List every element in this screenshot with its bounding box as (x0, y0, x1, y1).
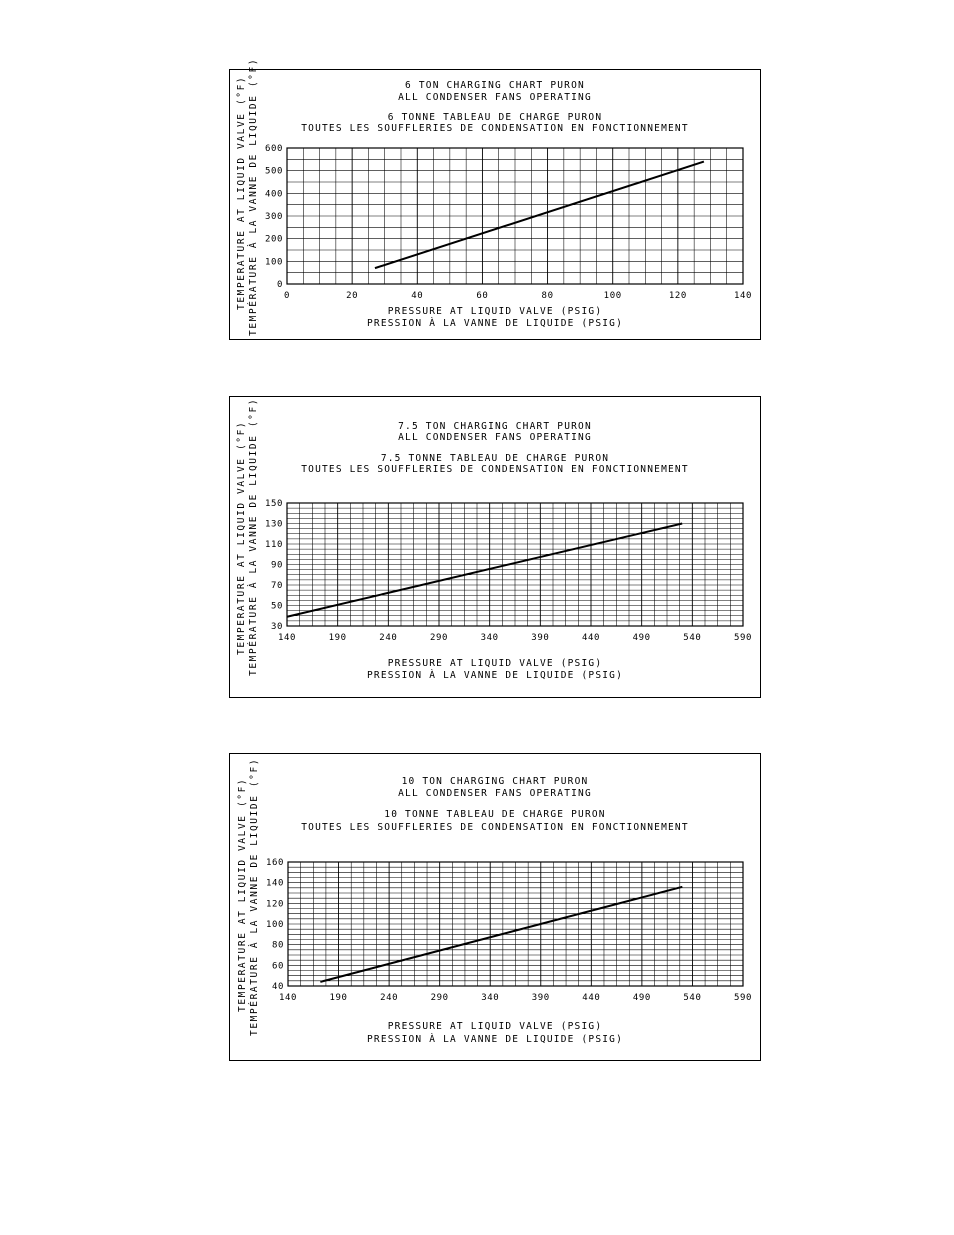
x-tick-label: 390 (531, 633, 549, 643)
x-tick-label: 540 (683, 993, 701, 1003)
chart-panel-3: 10 TON CHARGING CHART PURON ALL CONDENSE… (229, 753, 761, 1061)
y-tick-label: 150 (265, 499, 283, 509)
y-tick-label: 70 (271, 581, 283, 591)
chart-subtitle: ALL CONDENSER FANS OPERATING (398, 92, 592, 103)
chart-title-fr: 6 TONNE TABLEAU DE CHARGE PURON (387, 112, 603, 123)
y-tick-label: 300 (265, 212, 283, 222)
y-tick-label: 200 (265, 235, 283, 245)
x-tick-label: 140 (279, 993, 297, 1003)
x-tick-label: 590 (734, 993, 752, 1003)
grid (286, 502, 744, 627)
x-tick-label: 490 (633, 633, 651, 643)
x-tick-label: 120 (669, 291, 687, 301)
x-axis-label: PRESSURE AT LIQUID VALVE (PSIG) (387, 306, 603, 317)
x-axis-label-fr: PRESSION À LA VANNE DE LIQUIDE (PSIG) (366, 670, 624, 681)
y-tick-label: 140 (266, 879, 284, 889)
chart-plot: 0 100 200 300 400 500 600 0 20 40 60 80 100 120 140 (265, 144, 752, 301)
x-tick-label: 0 (284, 291, 290, 301)
x-tick-label: 20 (346, 291, 358, 301)
series-line (286, 522, 683, 618)
x-tick-label: 390 (532, 993, 550, 1003)
x-tick-label: 240 (379, 633, 397, 643)
y-tick-label: 110 (265, 540, 283, 550)
chart-subtitle: ALL CONDENSER FANS OPERATING (398, 788, 592, 799)
x-tick-label: 440 (582, 633, 600, 643)
chart-panel-1: 6 TON CHARGING CHART PURON ALL CONDENSER… (229, 58, 761, 340)
x-tick-label: 40 (411, 291, 423, 301)
y-tick-label: 130 (265, 520, 283, 530)
x-tick-label: 440 (582, 993, 600, 1003)
grid (286, 147, 744, 285)
y-tick-label: 60 (272, 961, 284, 971)
x-tick-label: 190 (329, 633, 347, 643)
chart-title-fr: 7.5 TONNE TABLEAU DE CHARGE PURON (380, 453, 610, 464)
y-tick-label: 30 (271, 622, 283, 632)
y-tick-label: 100 (265, 257, 283, 267)
y-tick-label: 80 (272, 941, 284, 951)
chart-subtitle-fr: TOUTES LES SOUFFLERIES DE CONDENSATION E… (301, 822, 689, 833)
chart-title: 6 TON CHARGING CHART PURON (405, 80, 585, 91)
y-tick-label: 100 (266, 920, 284, 930)
x-tick-label: 140 (278, 633, 296, 643)
x-tick-label: 590 (734, 633, 752, 643)
y-tick-label: 90 (271, 561, 283, 571)
x-tick-label: 540 (683, 633, 701, 643)
x-axis-label-fr: PRESSION À LA VANNE DE LIQUIDE (PSIG) (366, 318, 624, 329)
y-tick-label: 120 (266, 899, 284, 909)
plot-frame (286, 502, 744, 627)
x-axis-label: PRESSURE AT LIQUID VALVE (PSIG) (387, 658, 603, 669)
chart-plot: 30 50 70 90 110 130 150 140 190 240 290 340 390 440 49… (265, 499, 752, 643)
y-tick-label: 40 (272, 982, 284, 992)
x-tick-label: 240 (380, 993, 398, 1003)
plot-frame (286, 147, 744, 285)
x-tick-label: 80 (542, 291, 554, 301)
chart-panel-2: 7.5 TON CHARGING CHART PURON ALL CONDENS… (229, 396, 761, 698)
x-tick-label: 340 (481, 633, 499, 643)
x-tick-label: 340 (481, 993, 499, 1003)
grid (287, 861, 744, 987)
y-tick-label: 50 (271, 602, 283, 612)
y-tick-label: 0 (277, 280, 283, 290)
x-axis-label-fr: PRESSION À LA VANNE DE LIQUIDE (PSIG) (366, 1034, 624, 1045)
x-tick-label: 60 (476, 291, 488, 301)
chart-plot: 40 60 80 100 120 140 160 140 190 240 290 340 390 440 4… (266, 858, 752, 1003)
chart-title-fr: 10 TONNE TABLEAU DE CHARGE PURON (384, 809, 606, 820)
plot-frame (287, 861, 744, 987)
y-tick-label: 500 (265, 167, 283, 177)
y-tick-label: 160 (266, 858, 284, 868)
chart-subtitle-fr: TOUTES LES SOUFFLERIES DE CONDENSATION E… (301, 464, 689, 475)
chart-subtitle-fr: TOUTES LES SOUFFLERIES DE CONDENSATION E… (301, 123, 689, 134)
x-tick-label: 100 (604, 291, 622, 301)
x-axis-label: PRESSURE AT LIQUID VALVE (PSIG) (387, 1021, 603, 1032)
y-tick-label: 400 (265, 189, 283, 199)
series-line (320, 885, 683, 983)
x-tick-label: 290 (431, 993, 449, 1003)
chart-title: 7.5 TON CHARGING CHART PURON (398, 421, 592, 432)
x-tick-label: 190 (330, 993, 348, 1003)
series-line (374, 160, 705, 270)
x-tick-label: 290 (430, 633, 448, 643)
y-tick-label: 600 (265, 144, 283, 154)
x-tick-label: 490 (633, 993, 651, 1003)
x-tick-label: 140 (734, 291, 752, 301)
chart-title: 10 TON CHARGING CHART PURON (401, 776, 589, 787)
chart-subtitle: ALL CONDENSER FANS OPERATING (398, 432, 592, 443)
